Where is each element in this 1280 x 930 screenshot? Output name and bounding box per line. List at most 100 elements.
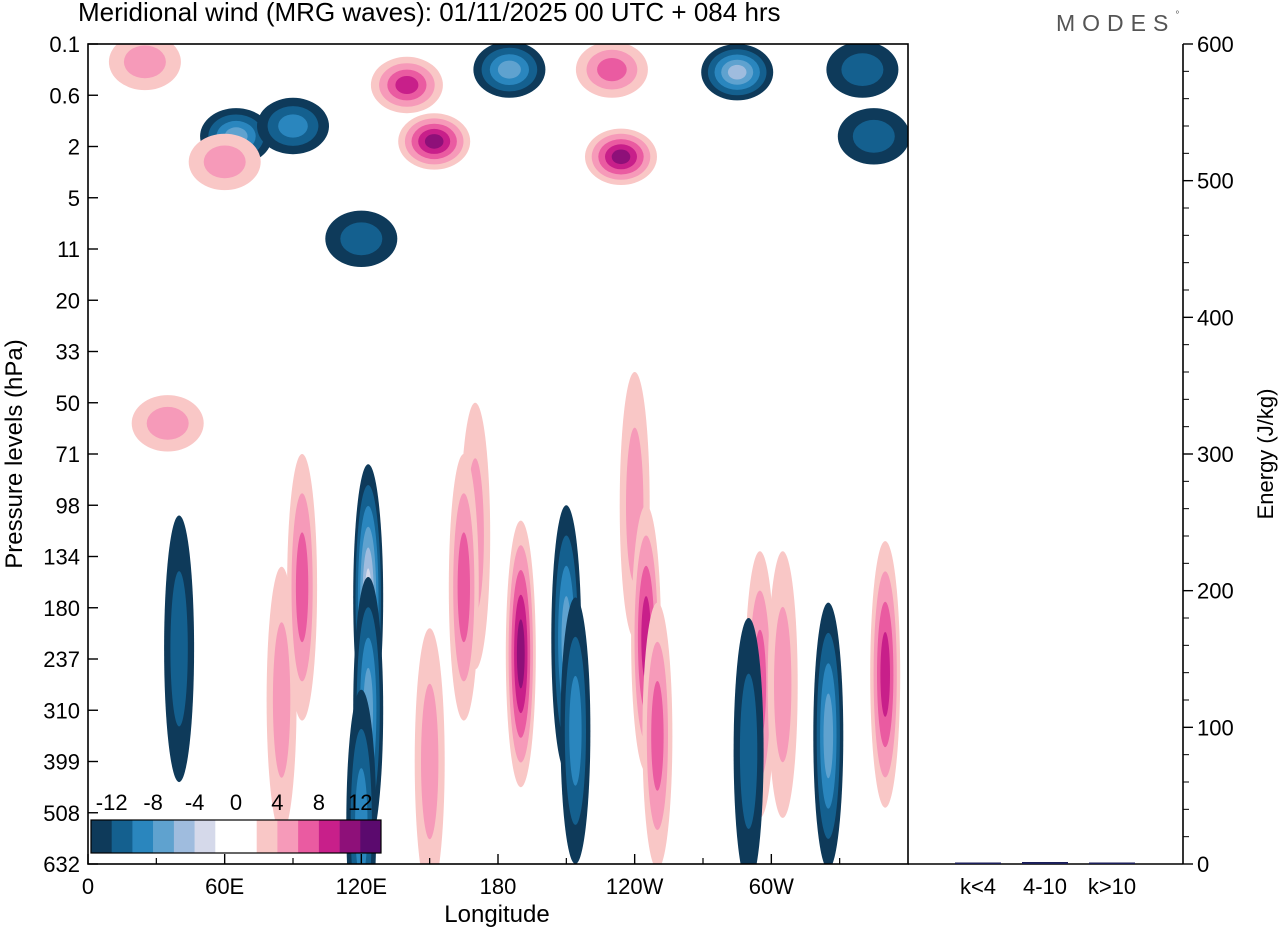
contour-band bbox=[424, 134, 444, 149]
contour-feature bbox=[575, 44, 648, 98]
colorbar-label: 12 bbox=[348, 790, 372, 815]
energy-tick-label: 100 bbox=[1197, 715, 1234, 740]
energy-axis: 0 100 200 300 400 500 600 bbox=[1183, 32, 1234, 877]
longitude-axis: 0 60E 120E 180 120W 60W bbox=[82, 854, 841, 899]
energy-tick-label: 400 bbox=[1197, 305, 1234, 330]
pressure-tick-label: 632 bbox=[43, 852, 80, 877]
energy-axis-label: Energy (J/kg) bbox=[1253, 389, 1278, 520]
y-axis-label: Pressure levels (hPa) bbox=[1, 339, 28, 568]
modes-logo: MODES° bbox=[1056, 10, 1179, 37]
energy-tick-label: 0 bbox=[1197, 852, 1209, 877]
longitude-tick-label: 120E bbox=[336, 874, 387, 899]
colorbar-swatch bbox=[318, 820, 340, 853]
brand-text: MODES bbox=[1056, 10, 1176, 36]
colorbar-swatch bbox=[256, 820, 278, 853]
longitude-tick-label: 180 bbox=[480, 874, 517, 899]
colorbar-label: 0 bbox=[230, 790, 242, 815]
energy-tick-label: 600 bbox=[1197, 32, 1234, 57]
colorbar-swatch bbox=[215, 820, 237, 853]
colorbar-label: -4 bbox=[185, 790, 205, 815]
contour-feature bbox=[870, 541, 901, 808]
contour-feature bbox=[448, 454, 479, 721]
pressure-tick-label: 180 bbox=[43, 596, 80, 621]
energy-tick-label: 300 bbox=[1197, 442, 1234, 467]
contour-band bbox=[421, 683, 439, 840]
contour-feature bbox=[733, 618, 764, 864]
colorbar-label: -12 bbox=[96, 790, 128, 815]
chart-title: Meridional wind (MRG waves): 01/11/2025 … bbox=[78, 0, 781, 27]
pressure-tick-label: 5 bbox=[68, 186, 80, 211]
contour-feature bbox=[257, 97, 329, 155]
pressure-tick-label: 2 bbox=[68, 135, 80, 160]
contour-feature bbox=[287, 454, 318, 721]
pressure-tick-label: 508 bbox=[43, 801, 80, 826]
x-axis-label: Longitude bbox=[444, 901, 549, 928]
colorbar-label: -8 bbox=[143, 790, 163, 815]
contour-band bbox=[340, 222, 383, 256]
contour-band bbox=[278, 114, 308, 138]
contour-feature bbox=[701, 44, 774, 101]
colorbar-swatch bbox=[194, 820, 216, 853]
pressure-tick-label: 310 bbox=[43, 698, 80, 723]
colorbar-label: 8 bbox=[313, 790, 325, 815]
colorbar-swatch bbox=[111, 820, 133, 853]
colorbar-swatch bbox=[339, 820, 361, 853]
pressure-tick-label: 71 bbox=[56, 442, 80, 467]
contour-band bbox=[569, 675, 582, 786]
contour-band bbox=[880, 632, 890, 717]
contour-feature bbox=[188, 133, 261, 191]
contour-band bbox=[774, 606, 792, 763]
contour-band bbox=[739, 673, 758, 829]
energy-category-label: k>10 bbox=[1088, 874, 1136, 899]
colorbar-swatch bbox=[277, 820, 299, 853]
contour-feature bbox=[813, 602, 844, 864]
contour-band bbox=[823, 693, 834, 779]
contour-band bbox=[272, 622, 291, 778]
energy-bar bbox=[1022, 862, 1068, 864]
colorbar-swatch bbox=[298, 820, 320, 853]
contour-feature bbox=[414, 628, 445, 864]
contour-feature bbox=[837, 108, 908, 165]
contour-field bbox=[108, 44, 908, 864]
contour-band bbox=[597, 58, 627, 82]
energy-category-label: 4-10 bbox=[1023, 874, 1067, 899]
contour-band bbox=[852, 119, 895, 153]
contour-band bbox=[203, 145, 246, 179]
energy-tick-label: 200 bbox=[1197, 579, 1234, 604]
contour-band bbox=[651, 681, 664, 791]
contour-band bbox=[611, 149, 631, 165]
contour-band bbox=[497, 60, 521, 79]
contour-feature bbox=[826, 44, 899, 98]
contour-feature bbox=[767, 551, 798, 818]
colorbar-swatch bbox=[236, 820, 257, 853]
colorbar-swatch bbox=[173, 820, 195, 853]
pressure-tick-label: 33 bbox=[56, 340, 80, 365]
contour-feature bbox=[164, 515, 195, 783]
contour-band bbox=[395, 76, 419, 94]
colorbar-frame bbox=[90, 819, 382, 854]
contour-band bbox=[123, 45, 166, 79]
contour-band bbox=[146, 406, 189, 440]
contour-band bbox=[841, 53, 884, 86]
pressure-tick-label: 0.1 bbox=[49, 32, 80, 57]
contour-feature bbox=[473, 44, 546, 98]
pressure-tick-label: 237 bbox=[43, 647, 80, 672]
contour-band bbox=[295, 532, 309, 643]
energy-category-label: k<4 bbox=[960, 874, 996, 899]
colorbar: -12 -8 -4 0 4 8 12 bbox=[90, 790, 382, 854]
contour-band bbox=[457, 532, 470, 643]
longitude-tick-label: 0 bbox=[82, 874, 94, 899]
contour-feature bbox=[560, 597, 591, 864]
longitude-tick-label: 120W bbox=[606, 874, 664, 899]
pressure-tick-label: 50 bbox=[56, 391, 80, 416]
energy-bar bbox=[955, 862, 1001, 864]
colorbar-swatch bbox=[153, 820, 175, 853]
energy-bars bbox=[955, 862, 1135, 864]
contour-band bbox=[170, 571, 188, 727]
pressure-tick-label: 11 bbox=[57, 237, 80, 262]
pressure-tick-label: 20 bbox=[56, 288, 80, 313]
pressure-tick-label: 0.6 bbox=[49, 83, 80, 108]
longitude-tick-label: 60W bbox=[749, 874, 794, 899]
energy-tick-label: 500 bbox=[1197, 169, 1234, 194]
